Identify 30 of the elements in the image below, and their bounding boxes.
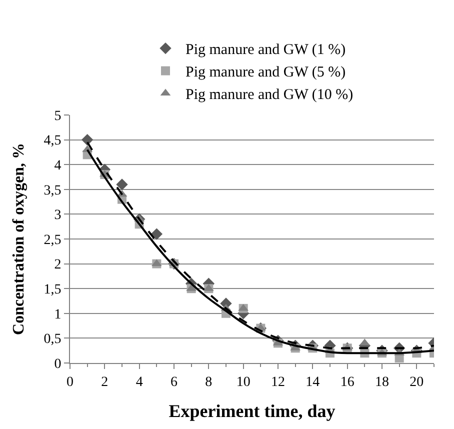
y-tick-label: 3 — [54, 208, 62, 224]
legend-label: Pig manure and GW (1 %) — [186, 42, 346, 58]
y-tick-label: 0 — [54, 356, 62, 372]
y-tick-label: 1,5 — [44, 282, 62, 298]
y-tick-label: 2,5 — [44, 232, 62, 248]
y-axis-title: Concentration of oxygen, % — [10, 143, 28, 335]
point — [150, 228, 163, 240]
x-tick-label: 8 — [205, 374, 212, 390]
x-tick-label: 0 — [66, 374, 74, 390]
y-tick-label: 0,5 — [44, 332, 62, 348]
y-tick-label: 2 — [54, 258, 62, 273]
x-tick-label: 2 — [101, 374, 108, 390]
point — [116, 178, 128, 190]
x-axis-title: Experiment time, day — [168, 400, 336, 421]
x-tick-label: 12 — [271, 374, 285, 390]
x-tick-label: 10 — [236, 374, 250, 390]
y-tick-label: 5 — [54, 108, 62, 124]
x-tick-label: 6 — [170, 374, 178, 390]
y-tick-label: 4 — [54, 158, 62, 174]
x-tick-label: 4 — [136, 374, 143, 390]
x-tick-label: 14 — [306, 374, 320, 390]
legend-label: Pig manure and GW (5 %) — [186, 64, 346, 81]
x-tick-label: 20 — [410, 374, 424, 390]
y-tick-label: 1 — [54, 307, 62, 322]
y-tick-label: 4,5 — [44, 134, 62, 149]
point — [81, 134, 94, 146]
legend-label: Pig manure and GW (10 %) — [186, 87, 354, 104]
x-tick-label: 16 — [340, 374, 354, 390]
x-tick-label: 18 — [375, 374, 389, 390]
y-tick-label: 3,5 — [44, 183, 62, 198]
